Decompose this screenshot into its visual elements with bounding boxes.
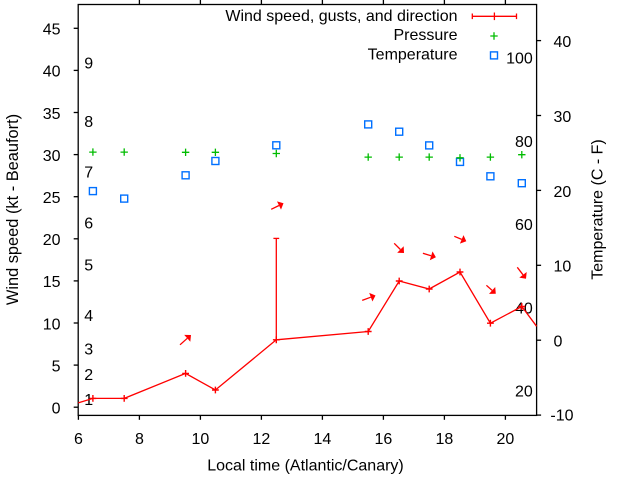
svg-text:12: 12 bbox=[253, 431, 271, 448]
svg-text:0: 0 bbox=[554, 334, 563, 351]
svg-text:3: 3 bbox=[84, 342, 93, 359]
svg-text:7: 7 bbox=[84, 165, 93, 182]
svg-text:5: 5 bbox=[84, 257, 93, 274]
svg-text:2: 2 bbox=[84, 367, 93, 384]
svg-text:25: 25 bbox=[43, 190, 61, 207]
svg-text:5: 5 bbox=[52, 358, 61, 375]
svg-text:14: 14 bbox=[314, 431, 332, 448]
svg-text:40: 40 bbox=[43, 64, 61, 81]
svg-text:20: 20 bbox=[515, 384, 533, 401]
svg-text:Wind speed (kt - Beaufort): Wind speed (kt - Beaufort) bbox=[4, 114, 22, 305]
svg-text:45: 45 bbox=[43, 22, 61, 39]
svg-text:Wind speed, gusts, and directi: Wind speed, gusts, and direction bbox=[225, 8, 457, 25]
svg-text:Temperature: Temperature bbox=[368, 47, 458, 64]
svg-text:9: 9 bbox=[84, 55, 93, 72]
svg-text:30: 30 bbox=[554, 109, 572, 126]
svg-text:20: 20 bbox=[43, 232, 61, 249]
svg-text:10: 10 bbox=[43, 316, 61, 333]
svg-text:0: 0 bbox=[52, 401, 61, 418]
svg-text:16: 16 bbox=[375, 431, 393, 448]
svg-text:20: 20 bbox=[554, 184, 572, 201]
svg-text:4: 4 bbox=[84, 308, 93, 325]
svg-text:60: 60 bbox=[515, 217, 533, 234]
svg-text:35: 35 bbox=[43, 106, 61, 123]
svg-text:8: 8 bbox=[135, 431, 144, 448]
svg-text:80: 80 bbox=[515, 134, 533, 151]
svg-text:6: 6 bbox=[74, 431, 83, 448]
svg-text:40: 40 bbox=[554, 34, 572, 51]
svg-text:Temperature (C - F): Temperature (C - F) bbox=[590, 139, 607, 279]
svg-text:20: 20 bbox=[497, 431, 515, 448]
svg-text:1: 1 bbox=[84, 392, 93, 409]
svg-text:-10: -10 bbox=[550, 408, 573, 425]
svg-text:10: 10 bbox=[554, 259, 572, 276]
svg-text:15: 15 bbox=[43, 274, 61, 291]
svg-text:6: 6 bbox=[84, 215, 93, 232]
svg-text:18: 18 bbox=[436, 431, 454, 448]
svg-text:8: 8 bbox=[84, 114, 93, 131]
svg-text:10: 10 bbox=[192, 431, 210, 448]
svg-text:Pressure: Pressure bbox=[393, 27, 457, 44]
svg-text:Local time (Atlantic/Canary): Local time (Atlantic/Canary) bbox=[207, 457, 404, 474]
svg-text:30: 30 bbox=[43, 148, 61, 165]
svg-text:100: 100 bbox=[506, 51, 533, 68]
